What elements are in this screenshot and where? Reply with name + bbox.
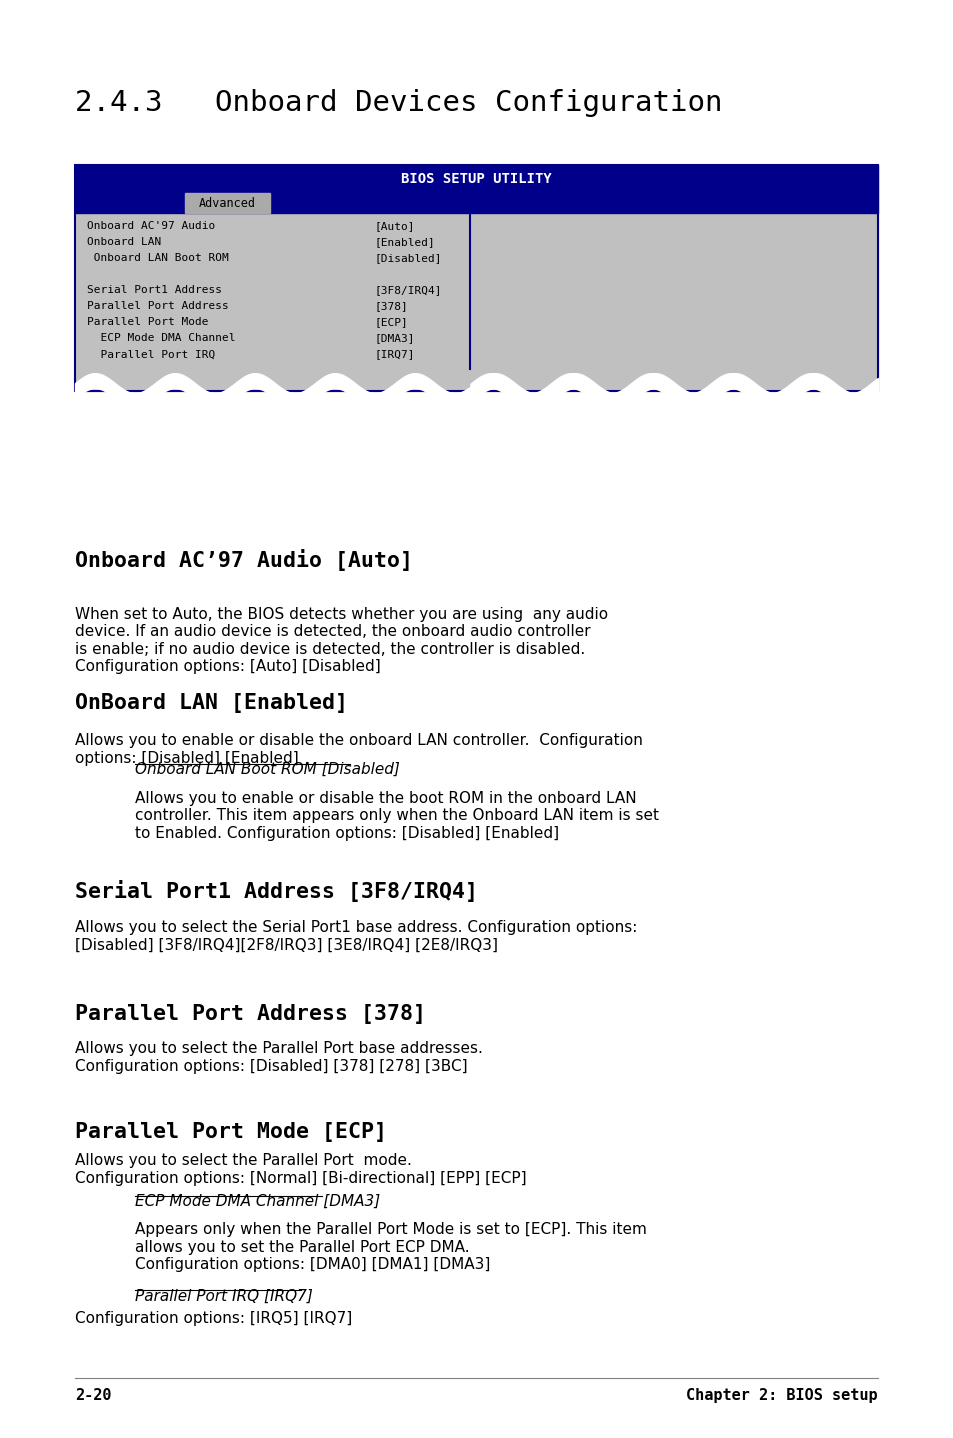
Text: Parallel Port Mode: Parallel Port Mode (87, 318, 209, 328)
Text: [3F8/IRQ4]: [3F8/IRQ4] (375, 285, 442, 295)
Text: BIOS SETUP UTILITY: BIOS SETUP UTILITY (400, 173, 551, 187)
Text: [IRQ7]: [IRQ7] (375, 349, 416, 360)
Text: Onboard AC’97 Audio [Auto]: Onboard AC’97 Audio [Auto] (75, 549, 413, 571)
Text: Onboard LAN Boot ROM [Disabled]: Onboard LAN Boot ROM [Disabled] (135, 762, 399, 777)
Text: Appears only when the Parallel Port Mode is set to [ECP]. This item
allows you t: Appears only when the Parallel Port Mode… (135, 1222, 646, 1273)
Text: Advanced: Advanced (199, 197, 255, 210)
Bar (75, 213, 877, 391)
Text: Onboard LAN Boot ROM: Onboard LAN Boot ROM (87, 253, 229, 263)
Bar (185, 193, 270, 213)
Text: [Enabled]: [Enabled] (375, 237, 436, 247)
Text: Parallel Port Address: Parallel Port Address (87, 302, 229, 312)
Text: [378]: [378] (375, 302, 408, 312)
Text: Allows you to enable or disable the onboard LAN controller.  Configuration
optio: Allows you to enable or disable the onbo… (75, 733, 642, 766)
Text: Parallel Port Address [378]: Parallel Port Address [378] (75, 1004, 426, 1024)
Text: Parallel Port IRQ: Parallel Port IRQ (87, 349, 215, 360)
Text: Onboard AC'97 Audio: Onboard AC'97 Audio (87, 221, 215, 232)
Text: Chapter 2: BIOS setup: Chapter 2: BIOS setup (685, 1388, 877, 1402)
Text: Serial Port1 Address: Serial Port1 Address (87, 285, 222, 295)
Text: Allows you to select the Serial Port1 base address. Configuration options:
[Disa: Allows you to select the Serial Port1 ba… (75, 920, 637, 953)
Text: Onboard LAN: Onboard LAN (87, 237, 161, 247)
Bar (75, 165, 877, 193)
Text: 2-20: 2-20 (75, 1388, 112, 1402)
Text: ECP Mode DMA Channel: ECP Mode DMA Channel (87, 334, 235, 344)
Text: 2.4.3   Onboard Devices Configuration: 2.4.3 Onboard Devices Configuration (75, 89, 721, 116)
Text: Configuration options: [IRQ5] [IRQ7]: Configuration options: [IRQ5] [IRQ7] (75, 1311, 352, 1326)
Text: OnBoard LAN [Enabled]: OnBoard LAN [Enabled] (75, 693, 348, 713)
Text: [Auto]: [Auto] (375, 221, 416, 232)
Text: ECP Mode DMA Channel [DMA3]: ECP Mode DMA Channel [DMA3] (135, 1194, 380, 1208)
Text: Parallel Port IRQ [IRQ7]: Parallel Port IRQ [IRQ7] (135, 1288, 313, 1303)
Text: Allows you to select the Parallel Port  mode.
Configuration options: [Normal] [B: Allows you to select the Parallel Port m… (75, 1153, 526, 1186)
Text: [DMA3]: [DMA3] (375, 334, 416, 344)
Bar (75, 193, 877, 213)
Text: Parallel Port Mode [ECP]: Parallel Port Mode [ECP] (75, 1122, 387, 1142)
Text: [Disabled]: [Disabled] (375, 253, 442, 263)
Bar (75, 165, 877, 391)
Text: Allows you to select the Parallel Port base addresses.
Configuration options: [D: Allows you to select the Parallel Port b… (75, 1041, 482, 1074)
Text: Allows you to enable or disable the boot ROM in the onboard LAN
controller. This: Allows you to enable or disable the boot… (135, 791, 659, 841)
Text: [ECP]: [ECP] (375, 318, 408, 328)
Text: When set to Auto, the BIOS detects whether you are using  any audio
device. If a: When set to Auto, the BIOS detects wheth… (75, 607, 607, 674)
Text: Serial Port1 Address [3F8/IRQ4]: Serial Port1 Address [3F8/IRQ4] (75, 880, 477, 902)
